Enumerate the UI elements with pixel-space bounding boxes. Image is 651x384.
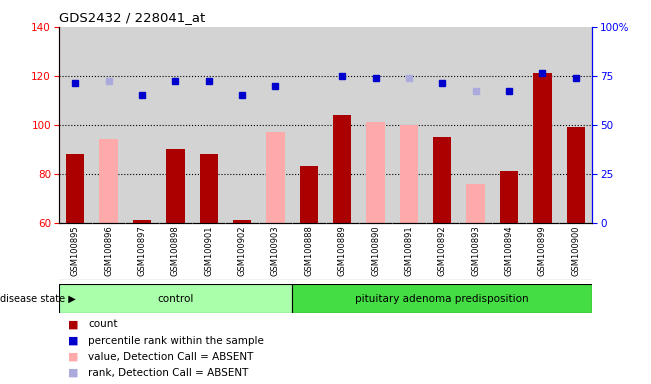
Text: GSM100893: GSM100893 [471, 226, 480, 276]
Text: GSM100889: GSM100889 [338, 226, 347, 276]
Text: GSM100890: GSM100890 [371, 226, 380, 276]
Text: GSM100894: GSM100894 [505, 226, 514, 276]
Bar [433, 137, 451, 223]
Bar [166, 149, 184, 223]
Text: GSM100891: GSM100891 [404, 226, 413, 276]
Text: count: count [88, 319, 117, 329]
Text: disease state ▶: disease state ▶ [0, 293, 76, 304]
Bar [59, 284, 292, 313]
Text: GSM100895: GSM100895 [71, 226, 80, 276]
Text: value, Detection Call = ABSENT: value, Detection Call = ABSENT [88, 352, 253, 362]
Bar [367, 122, 385, 223]
Bar [66, 154, 85, 223]
Text: ■: ■ [68, 319, 79, 329]
Bar [400, 125, 418, 223]
Text: GSM100901: GSM100901 [204, 226, 214, 276]
Text: GSM100899: GSM100899 [538, 226, 547, 276]
Bar [292, 284, 592, 313]
Bar [333, 115, 352, 223]
Text: GSM100892: GSM100892 [437, 226, 447, 276]
Bar [200, 154, 218, 223]
Text: pituitary adenoma predisposition: pituitary adenoma predisposition [355, 293, 529, 304]
Bar [266, 132, 284, 223]
Bar [467, 184, 485, 223]
Text: ■: ■ [68, 368, 79, 378]
Text: GSM100896: GSM100896 [104, 226, 113, 276]
Bar [100, 139, 118, 223]
Text: GDS2432 / 228041_at: GDS2432 / 228041_at [59, 11, 205, 24]
Text: rank, Detection Call = ABSENT: rank, Detection Call = ABSENT [88, 368, 248, 378]
Text: GSM100897: GSM100897 [137, 226, 146, 276]
Bar [299, 166, 318, 223]
Bar [533, 73, 551, 223]
Text: GSM100903: GSM100903 [271, 226, 280, 276]
Text: ■: ■ [68, 352, 79, 362]
Bar [566, 127, 585, 223]
Bar [500, 171, 518, 223]
Text: control: control [157, 293, 193, 304]
Bar [233, 220, 251, 223]
Text: ■: ■ [68, 336, 79, 346]
Bar [133, 220, 151, 223]
Text: GSM100900: GSM100900 [571, 226, 580, 276]
Text: GSM100902: GSM100902 [238, 226, 247, 276]
Text: GSM100888: GSM100888 [304, 226, 313, 276]
Text: percentile rank within the sample: percentile rank within the sample [88, 336, 264, 346]
Text: GSM100898: GSM100898 [171, 226, 180, 276]
